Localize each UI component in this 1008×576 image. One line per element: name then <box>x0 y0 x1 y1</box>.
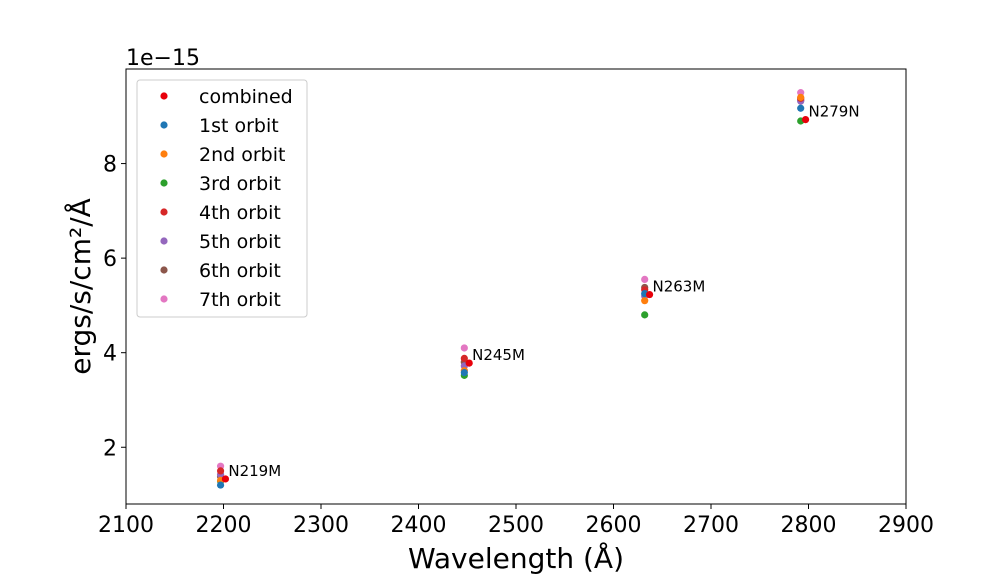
x-axis-title: Wavelength (Å) <box>408 541 624 575</box>
x-tick-label: 2200 <box>196 513 252 538</box>
legend: combined 1st orbit 2nd orbit 3rd orbit 4th o… <box>136 79 308 318</box>
x-tick-label: 2500 <box>488 513 544 538</box>
legend-marker <box>160 295 168 303</box>
legend-marker <box>160 92 168 100</box>
data-point <box>797 93 805 101</box>
x-axis: 2100 2200 2300 2400 2500 2600 2700 2800 2900 <box>98 504 934 538</box>
legend-marker <box>160 266 168 274</box>
data-point <box>641 275 649 284</box>
legend-label: 7th orbit <box>199 289 281 311</box>
x-tick-label: 2400 <box>391 513 447 538</box>
legend-label: 2nd orbit <box>199 144 285 166</box>
x-tick-label: 2600 <box>586 513 642 538</box>
legend-label: 4th orbit <box>199 202 281 224</box>
data-point <box>216 481 225 489</box>
legend-marker <box>160 237 168 245</box>
y-tick-label: 6 <box>103 247 117 272</box>
x-tick-label: 2300 <box>293 513 349 538</box>
data-point <box>797 104 805 112</box>
x-tick-label: 2900 <box>878 513 934 538</box>
point-annotation: N245M <box>472 346 525 364</box>
data-point <box>460 368 468 377</box>
legend-label: combined <box>199 86 293 108</box>
legend-label: 5th orbit <box>199 231 281 253</box>
data-point <box>460 354 468 362</box>
y-tick-label: 8 <box>103 153 117 178</box>
x-tick-label: 2100 <box>98 513 154 538</box>
x-tick-label: 2700 <box>683 513 739 538</box>
y-tick-label: 2 <box>103 436 117 461</box>
y-offset-label: 1e−15 <box>126 46 200 71</box>
data-point <box>801 115 810 124</box>
legend-marker <box>160 121 168 129</box>
legend-marker <box>160 150 168 158</box>
plot-area: N219M N245M N263M N279N <box>216 89 860 489</box>
legend-marker <box>160 179 168 187</box>
legend-label: 3rd orbit <box>199 173 281 195</box>
data-point <box>221 475 230 483</box>
legend-label: 1st orbit <box>199 115 279 137</box>
y-axis-title: ergs/s/cm²/Å <box>63 198 97 375</box>
data-point <box>465 359 473 367</box>
y-axis: 2 4 6 8 <box>103 153 126 461</box>
legend-marker <box>160 208 168 216</box>
data-point <box>641 311 649 319</box>
y-tick-label: 4 <box>103 342 117 367</box>
legend-label: 6th orbit <box>199 260 281 282</box>
data-point <box>645 290 654 299</box>
point-annotation: N279N <box>809 103 860 121</box>
legend-box <box>136 79 308 318</box>
data-point <box>216 467 225 475</box>
data-point <box>460 344 468 352</box>
point-annotation: N219M <box>228 462 281 480</box>
data-point <box>641 297 649 305</box>
point-annotation: N263M <box>653 278 706 296</box>
x-tick-label: 2800 <box>781 513 837 538</box>
